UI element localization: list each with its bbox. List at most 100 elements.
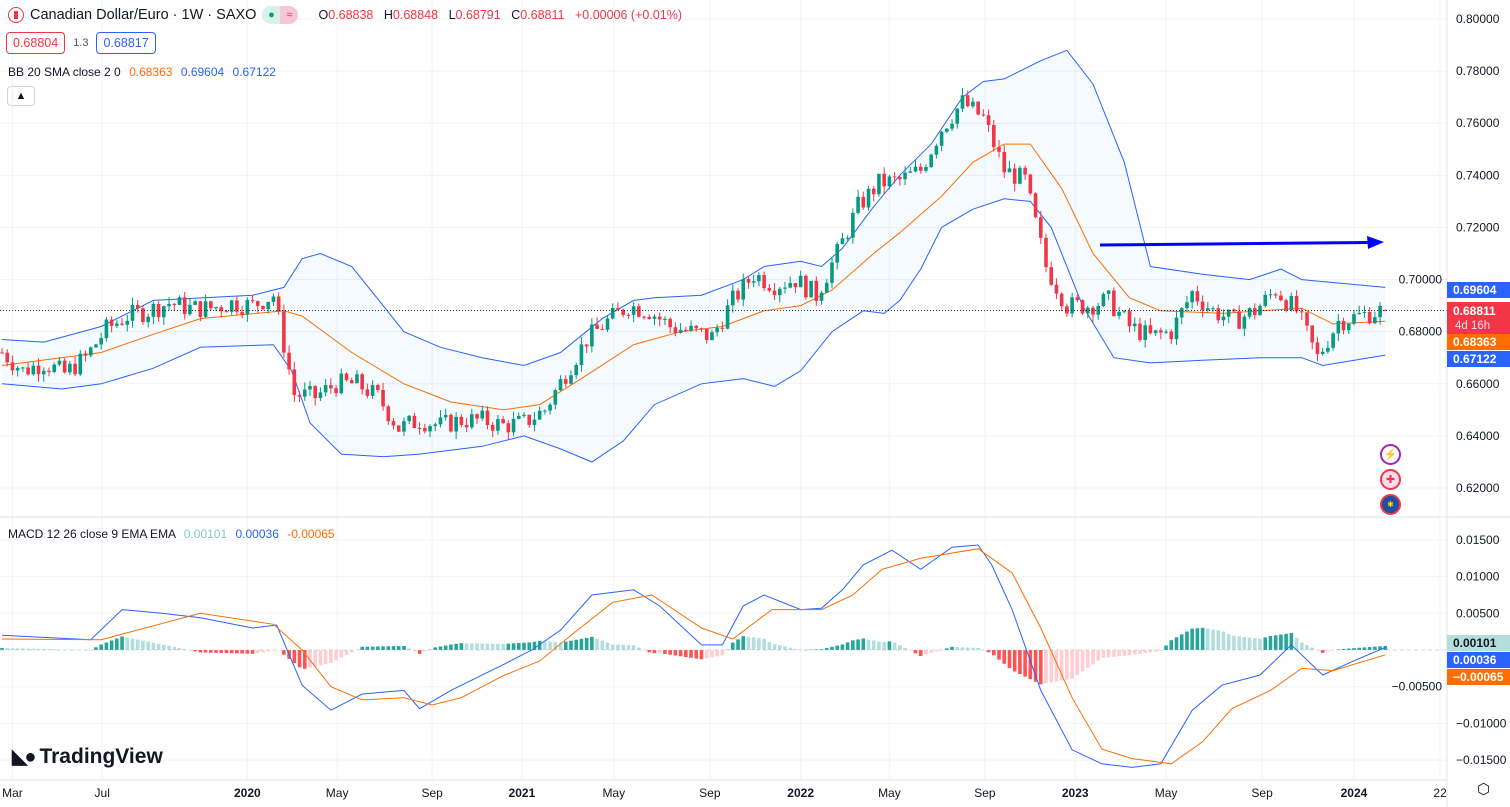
candle-body <box>1179 308 1184 318</box>
time-tick-label: May <box>878 786 901 800</box>
candle-body <box>762 275 766 289</box>
candle-body <box>1185 302 1189 309</box>
candle-body <box>746 278 751 283</box>
trend-arrow-drawing[interactable] <box>1099 236 1384 249</box>
macd-histogram-bar <box>1174 637 1179 650</box>
macd-histogram-bar <box>323 650 328 665</box>
candle-body <box>924 167 928 171</box>
candle-body <box>1268 294 1273 296</box>
candle-body <box>52 364 56 373</box>
macd-histogram-bar <box>751 637 756 650</box>
candle-body <box>355 374 359 384</box>
candle-body <box>605 318 610 330</box>
candle-body <box>391 421 396 426</box>
macd-histogram-bar <box>584 637 589 650</box>
candle-body <box>965 95 970 107</box>
macd-histogram-bar <box>1305 645 1309 650</box>
candle-body <box>788 283 793 288</box>
macd-histogram-bar <box>104 642 109 650</box>
macd-line-price-label-bg <box>1447 652 1510 668</box>
macd-histogram-bar <box>428 648 432 650</box>
symbol-title[interactable]: Canadian Dollar/Euro · 1W · SAXO <box>30 7 257 23</box>
candle-body <box>240 311 244 315</box>
candles <box>0 87 1447 440</box>
settings-icon[interactable]: ⬡ <box>1477 781 1491 798</box>
bb-upper-price-label: 0.69604 <box>1453 283 1497 297</box>
macd-histogram-bar <box>1091 650 1095 665</box>
macd-histogram-bar <box>1054 650 1059 682</box>
macd-histogram-bar <box>485 643 490 650</box>
tradingview-logo[interactable]: ◣● TradingView <box>12 744 163 769</box>
bb-fill <box>2 50 1386 463</box>
change-value: +0.00006 (+0.01%) <box>574 8 682 22</box>
macd-histogram-bar <box>516 643 521 650</box>
candle-body <box>506 423 511 433</box>
macd-histogram-bar <box>73 649 77 651</box>
candle-body <box>313 385 317 399</box>
macd-histogram-bar <box>214 650 218 653</box>
macd-tick-label: 0.01500 <box>1456 533 1500 547</box>
macd-histogram-bar <box>767 642 772 650</box>
collapse-legend-button[interactable]: ▲ <box>7 86 35 106</box>
macd-histogram-bar <box>109 640 114 650</box>
candle-body <box>720 327 725 329</box>
candle-body <box>710 332 714 341</box>
candle-body <box>480 410 485 419</box>
candle-body <box>454 416 458 432</box>
candle-body <box>527 414 532 425</box>
sell-button[interactable]: 0.68804 <box>6 32 66 54</box>
macd-legend[interactable]: MACD 12 26 close 9 EMA EMA 0.00101 0.000… <box>8 527 335 541</box>
candle-body <box>120 323 124 325</box>
candle-body <box>511 418 516 433</box>
candle-body <box>5 352 10 363</box>
candle-body <box>10 362 15 371</box>
macd-histogram-bar <box>579 638 584 650</box>
macd-histogram-bar <box>1018 650 1022 675</box>
macd-histogram-bar <box>276 650 281 651</box>
macd-histogram-bar <box>99 644 103 650</box>
macd-histogram-bar <box>1352 648 1356 650</box>
candle-body <box>574 365 578 376</box>
macd-histogram-bar <box>945 648 949 650</box>
candle-body <box>1279 295 1283 301</box>
candle-body <box>1367 312 1372 324</box>
buy-button[interactable]: 0.68817 <box>96 32 156 54</box>
candle-body <box>334 388 338 394</box>
macd-histogram-bar <box>21 648 25 650</box>
macd-histogram-bar <box>1153 650 1158 652</box>
macd-histogram-bar <box>402 645 406 650</box>
lightning-event-icon[interactable]: ⚡ <box>1380 444 1401 465</box>
macd-histogram-bar <box>480 643 485 650</box>
macd-histogram-bar <box>1038 650 1043 685</box>
candle-body <box>1012 168 1017 184</box>
macd-histogram-bar <box>955 647 960 650</box>
macd-histogram-bar <box>548 641 552 650</box>
candle-body <box>741 278 746 300</box>
candle-body <box>417 427 422 429</box>
candle-body <box>610 307 615 319</box>
candle-body <box>1253 308 1257 316</box>
candle-body <box>1143 325 1147 341</box>
candle-body <box>146 316 150 323</box>
candle-body <box>1206 308 1210 311</box>
macd-histogram-bar <box>68 649 72 651</box>
eu-flag-event-icon[interactable]: ✱ <box>1380 494 1401 515</box>
macd-histogram-bar <box>1279 634 1283 650</box>
macd-histogram-bar <box>965 647 970 650</box>
low-label: L <box>448 8 456 22</box>
candle-body <box>1273 294 1278 296</box>
candle-body <box>381 389 385 407</box>
candle-body <box>751 281 756 283</box>
macd-histogram-bar <box>558 642 563 650</box>
macd-histogram-bar <box>464 643 469 650</box>
candle-body <box>224 311 229 313</box>
canada-flag-event-icon[interactable]: ✚ <box>1380 469 1401 490</box>
bb-legend[interactable]: BB 20 SMA close 2 0 0.68363 0.69604 0.67… <box>8 65 276 79</box>
candle-body <box>1038 217 1043 238</box>
status-pill[interactable]: ● ≈ <box>262 6 299 24</box>
candle-body <box>203 301 208 317</box>
macd-histogram-bar <box>1044 650 1048 684</box>
candle-body <box>731 290 735 306</box>
candle-body <box>563 379 568 384</box>
